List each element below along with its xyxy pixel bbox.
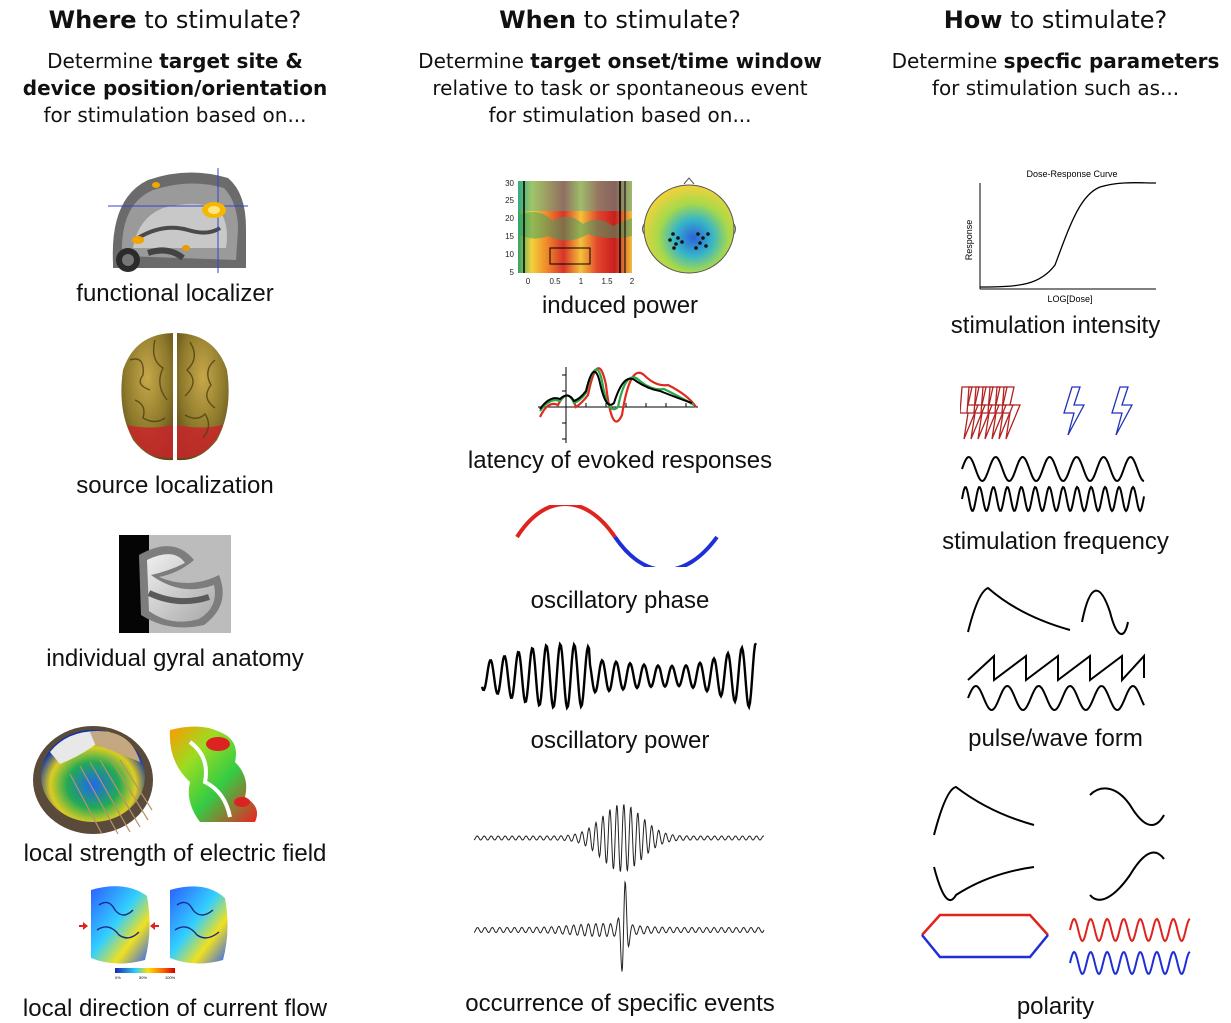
where-description: Determine target site & device position/… bbox=[22, 49, 328, 127]
when-item-label: oscillatory phase bbox=[530, 587, 710, 614]
dose-title: Dose-Response Curve bbox=[1026, 169, 1117, 179]
tf-xtick: 1 bbox=[579, 277, 584, 286]
where-title: Where to stimulate? bbox=[48, 6, 302, 34]
when-title: When to stimulate? bbox=[499, 6, 741, 34]
svg-text:50%: 50% bbox=[139, 975, 147, 980]
how-item-label: stimulation frequency bbox=[942, 528, 1169, 555]
when-item-label: occurrence of specific events bbox=[465, 990, 775, 1017]
how-title: How to stimulate? bbox=[943, 6, 1168, 34]
event-trace-icon bbox=[473, 804, 765, 972]
where-item-label: individual gyral anatomy bbox=[46, 645, 304, 672]
tf-ytick: 25 bbox=[505, 196, 514, 205]
where-item-label: local direction of current flow bbox=[22, 995, 328, 1022]
power-wave-icon bbox=[480, 641, 758, 711]
when-column: When to stimulate? Determine target onse… bbox=[400, 0, 840, 1023]
where-column: Where to stimulate? Determine target sit… bbox=[0, 0, 350, 1023]
tf-ytick: 15 bbox=[505, 232, 514, 241]
how-item-label: polarity bbox=[1016, 993, 1095, 1020]
how-item-label: stimulation intensity bbox=[950, 312, 1161, 339]
phase-wave-icon bbox=[515, 505, 719, 567]
time-frequency-map-icon: 30 25 20 15 10 5 0 0.5 1 1.5 2 bbox=[505, 177, 736, 286]
brain-surface-icon bbox=[121, 333, 229, 461]
current-flow-map-icon: 0% 50% 100% bbox=[79, 886, 228, 980]
how-description: Determine specfic parameters for stimula… bbox=[891, 49, 1220, 100]
dose-xlabel: LOG[Dose] bbox=[1047, 294, 1092, 304]
tf-xtick: 1.5 bbox=[601, 277, 613, 286]
frequency-icon bbox=[960, 386, 1145, 513]
how-item-label: pulse/wave form bbox=[968, 725, 1143, 752]
e-field-head-model-icon bbox=[33, 726, 258, 834]
when-description: Determine target onset/time window relat… bbox=[418, 49, 822, 127]
dose-response-icon: Dose-Response Curve LOG[Dose] Response bbox=[964, 169, 1157, 304]
tf-ytick: 30 bbox=[505, 179, 514, 188]
tf-ytick: 20 bbox=[505, 214, 514, 223]
tf-ytick: 10 bbox=[505, 250, 514, 259]
gyrus-mri-icon bbox=[119, 535, 231, 633]
where-item-label: functional localizer bbox=[76, 280, 274, 307]
evoked-response-icon bbox=[538, 367, 698, 443]
how-column: How to stimulate? Determine specfic para… bbox=[880, 0, 1231, 1023]
tf-xtick: 2 bbox=[630, 277, 635, 286]
tf-ytick: 5 bbox=[510, 268, 515, 277]
waveform-icon bbox=[967, 586, 1145, 712]
polarity-icon bbox=[921, 785, 1191, 976]
where-item-label: source localization bbox=[76, 472, 274, 499]
when-item-label: induced power bbox=[541, 292, 699, 319]
dose-ylabel: Response bbox=[964, 220, 974, 261]
tf-xtick: 0 bbox=[526, 277, 531, 286]
where-item-label: local strength of electric field bbox=[23, 840, 327, 867]
when-item-label: latency of evoked responses bbox=[467, 447, 773, 474]
svg-text:0%: 0% bbox=[115, 975, 121, 980]
svg-text:100%: 100% bbox=[165, 975, 176, 980]
when-item-label: oscillatory power bbox=[530, 727, 710, 754]
sagittal-mri-icon bbox=[108, 168, 248, 273]
tf-xtick: 0.5 bbox=[549, 277, 561, 286]
